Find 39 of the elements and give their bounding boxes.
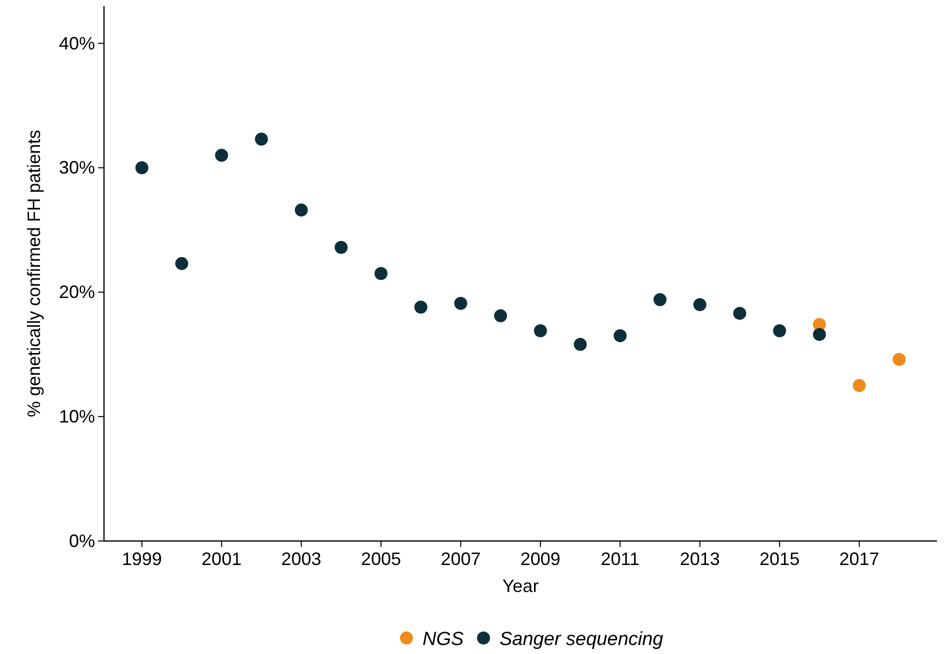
y-tick-label: 0%	[68, 531, 95, 551]
y-tick-label: 20%	[58, 282, 95, 302]
x-tick-label: 2009	[520, 549, 560, 569]
point	[574, 338, 587, 351]
point	[852, 378, 866, 392]
x-tick-label: 2011	[600, 549, 640, 569]
y-tick-label: 40%	[58, 33, 95, 54]
legend-label: Sanger sequencing	[500, 629, 664, 650]
x-tick-label: 2003	[281, 549, 322, 569]
point	[892, 352, 906, 366]
point	[175, 257, 188, 270]
point	[334, 240, 348, 254]
y-tick-label: 30%	[58, 158, 95, 178]
x-axis-title: Year	[502, 576, 539, 596]
y-axis-title: % genetically confirmed FH patients	[24, 130, 44, 418]
point	[374, 267, 388, 280]
y-tick-label: 10%	[58, 406, 95, 427]
point	[494, 309, 508, 322]
point	[654, 293, 666, 306]
point	[135, 161, 148, 174]
point	[614, 329, 627, 342]
x-tick-label: 2005	[360, 549, 402, 569]
legend-label: NGS	[422, 629, 464, 650]
point	[454, 296, 468, 310]
point	[215, 148, 228, 162]
point	[534, 324, 547, 338]
point	[773, 324, 786, 338]
point	[812, 328, 826, 341]
x-tick-label: 2015	[760, 549, 800, 569]
point	[294, 204, 308, 217]
point	[693, 298, 706, 312]
x-tick-label: 2001	[202, 549, 242, 569]
x-tick-label: 1999	[122, 549, 162, 569]
point	[414, 300, 428, 314]
point	[733, 306, 746, 320]
x-tick-label: 2007	[440, 549, 481, 569]
x-tick-label: 2017	[839, 549, 880, 569]
x-tick-label: 2013	[680, 549, 720, 569]
point	[254, 132, 268, 146]
